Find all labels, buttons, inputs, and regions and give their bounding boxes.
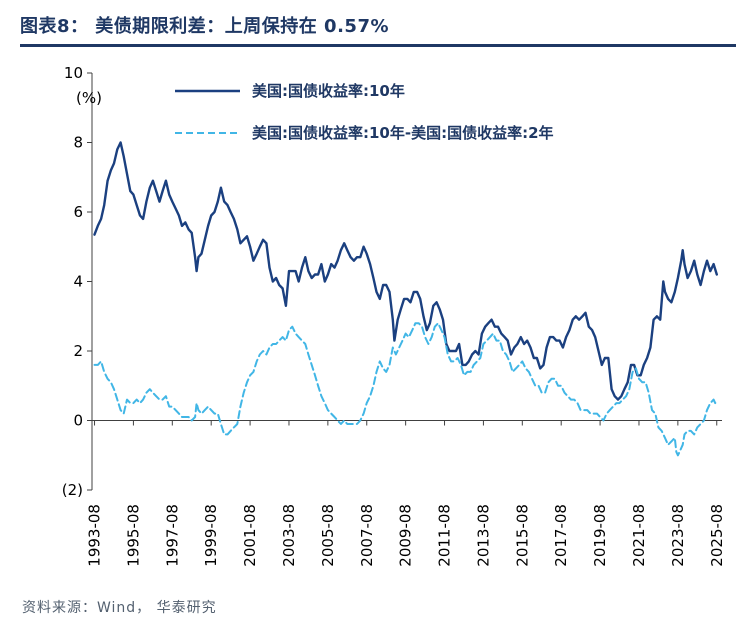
svg-text:1997-08: 1997-08 bbox=[163, 504, 181, 567]
figure-header: 图表8： 美债期限利差：上周保持在 0.57% bbox=[0, 0, 752, 38]
legend-entry-2: 美国:国债收益率:10年-美国:国债收益率:2年 bbox=[175, 124, 554, 142]
svg-text:2015-08: 2015-08 bbox=[513, 504, 531, 567]
svg-text:2017-08: 2017-08 bbox=[552, 504, 570, 567]
svg-text:6: 6 bbox=[73, 203, 83, 221]
series-line-2 bbox=[93, 322, 718, 457]
legend-entry-1: 美国:国债收益率:10年 bbox=[175, 82, 405, 100]
svg-text:1999-08: 1999-08 bbox=[202, 504, 220, 567]
svg-text:1995-08: 1995-08 bbox=[124, 504, 142, 567]
figure-title: 图表8： 美债期限利差：上周保持在 0.57% bbox=[20, 16, 390, 37]
svg-text:2: 2 bbox=[73, 342, 83, 360]
svg-text:10: 10 bbox=[64, 64, 83, 82]
svg-text:2001-08: 2001-08 bbox=[241, 504, 259, 567]
svg-text:2007-08: 2007-08 bbox=[358, 504, 376, 567]
svg-text:2019-08: 2019-08 bbox=[591, 504, 609, 567]
svg-text:4: 4 bbox=[73, 273, 83, 291]
svg-text:2009-08: 2009-08 bbox=[397, 504, 415, 567]
svg-text:2025-08: 2025-08 bbox=[708, 504, 726, 567]
svg-text:2021-08: 2021-08 bbox=[630, 504, 648, 567]
svg-text:2011-08: 2011-08 bbox=[436, 504, 454, 567]
source-note: 资料来源：Wind， 华泰研究 bbox=[22, 600, 217, 616]
line-chart: (2) 0 2 4 6 8 10 (%) 1993-08 1995-08 1997-08 1999-0… bbox=[62, 64, 726, 567]
svg-text:(2): (2) bbox=[62, 481, 83, 499]
svg-text:2005-08: 2005-08 bbox=[319, 504, 337, 567]
title-divider bbox=[20, 44, 736, 47]
y-tick-labels: (2) 0 2 4 6 8 10 bbox=[62, 64, 83, 499]
x-tick-labels: 1993-08 1995-08 1997-08 1999-08 2001-08 2003-… bbox=[86, 504, 726, 567]
svg-text:2003-08: 2003-08 bbox=[280, 504, 298, 567]
x-axis bbox=[92, 420, 722, 426]
legend-label: 美国:国债收益率:10年-美国:国债收益率:2年 bbox=[252, 124, 554, 142]
svg-text:2023-08: 2023-08 bbox=[669, 504, 687, 567]
series-lines bbox=[93, 141, 718, 457]
svg-text:8: 8 bbox=[73, 134, 83, 152]
legend-label: 美国:国债收益率:10年 bbox=[252, 82, 405, 100]
y-axis bbox=[87, 72, 93, 491]
svg-text:0: 0 bbox=[73, 412, 83, 430]
svg-text:1993-08: 1993-08 bbox=[86, 504, 104, 567]
series-line-1 bbox=[93, 141, 718, 401]
svg-text:2013-08: 2013-08 bbox=[474, 504, 492, 567]
y-axis-title: (%) bbox=[76, 89, 102, 107]
